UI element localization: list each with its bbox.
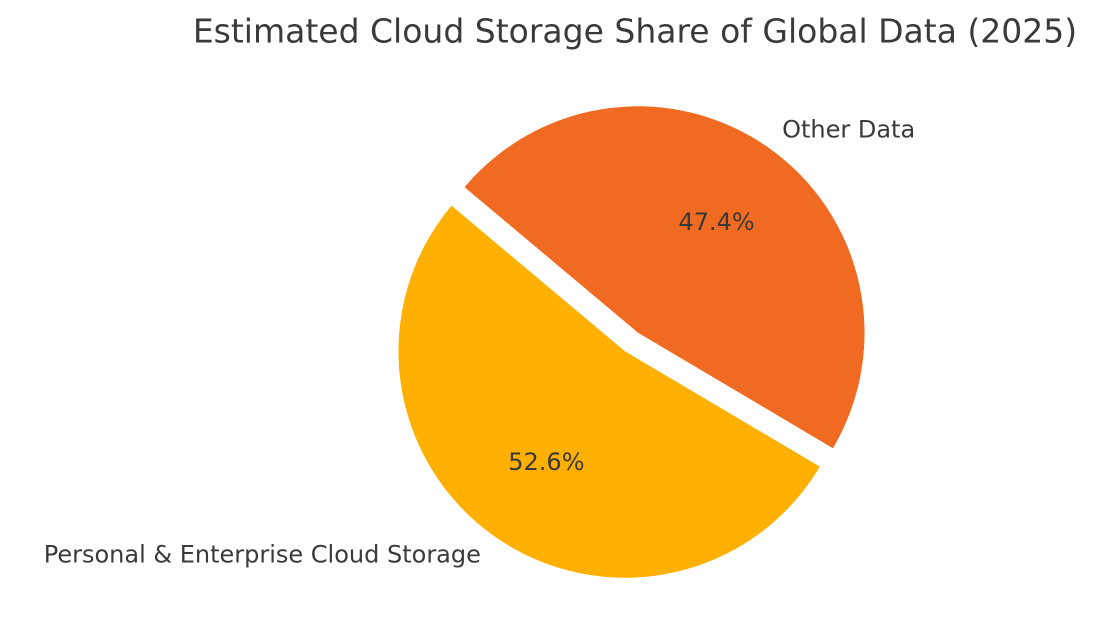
chart-title: Estimated Cloud Storage Share of Global … bbox=[193, 12, 1077, 51]
slice-label-0: Personal & Enterprise Cloud Storage bbox=[44, 541, 481, 569]
pie-slice-1 bbox=[464, 106, 865, 449]
pie-slice-0 bbox=[398, 205, 820, 578]
pie-slices bbox=[398, 106, 865, 578]
slice-pct-0: 52.6% bbox=[508, 448, 584, 476]
slice-pct-1: 47.4% bbox=[678, 208, 754, 236]
pie-labels: Personal & Enterprise Cloud Storage 52.6%… bbox=[44, 116, 915, 569]
slice-label-1: Other Data bbox=[782, 116, 915, 144]
